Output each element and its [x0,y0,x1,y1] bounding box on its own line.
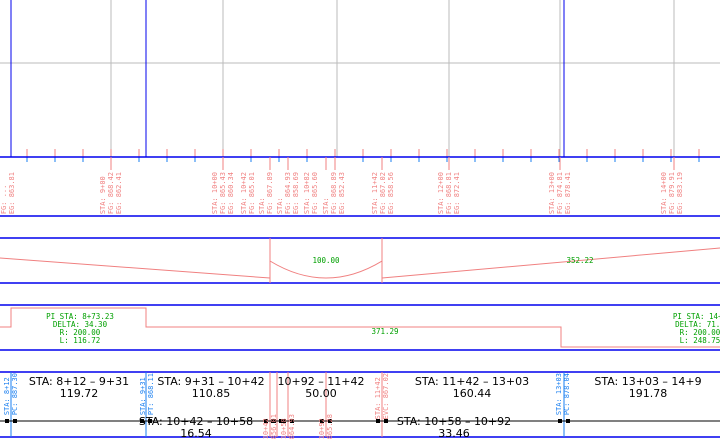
station-label: STA: 10+42 FG: 865.01 [240,171,256,214]
station-label: STA: FG: 868.89 EG: 852.43 [322,171,346,214]
segment-dimension: STA: 10+58 – 10+92 33.46 [396,415,512,440]
station-label: FG: ... EG: 863.81 [0,171,16,214]
segment-point-label: 10+58 864.93 [280,414,296,440]
grid [0,0,720,157]
dimension-arrow [320,419,324,423]
segment-point-label: STA: 9+31 PT: 868.11 [139,373,155,416]
curve-markers [10,0,565,157]
dimension-arrow [264,419,268,423]
segment-point-label: STA: 13+03 PC: 878.04 [555,373,571,416]
station-label: STA: 10+82 FG: 865.60 [303,171,319,214]
segment-lines [0,372,720,437]
dimension-arrow [140,419,144,423]
station-label: STA: 9+00 FG: 868.42 EG: 862.41 [99,171,123,214]
station-ticks [26,149,700,162]
vertical-profile [0,238,720,283]
dimension-arrow [5,419,9,423]
station-label: STA: 12+00 FG: 868.81 EG: 872.41 [437,171,461,214]
horizontal-curve-data: PI STA: 8+73.23 DELTA: 34.30 R: 200.00 L: 1… [46,312,114,345]
dimension-arrow [282,419,286,423]
dimension-arrow [271,419,275,423]
station-label: STA: 11+42 FG: 867.02 EG: 858.56 [371,171,395,214]
dimension-arrows [5,419,570,423]
tangent-length: 371.29 [371,327,399,336]
segment-dimension: STA: 13+03 – 14+9 191.78 [594,375,702,400]
station-label: STA: FG: 864.93 EG: 858.69 [276,171,300,214]
dimension-arrow [328,419,332,423]
segment-point-label: 10+92 865.28 [318,414,334,440]
vertical-curve-length: 352.22 [566,256,594,265]
station-label: STA: FG: 867.89 [258,171,274,214]
dimension-arrow [384,419,388,423]
horizontal-alignment [0,307,720,348]
segment-dimension: STA: 8+12 – 9+31 119.72 [28,375,130,400]
dimension-arrow [13,419,17,423]
segment-dimension: STA: 11+42 – 13+03 160.44 [414,375,530,400]
vertical-curve-length: 100.00 [312,256,340,265]
segment-dimension: STA: 10+42 – 10+58 16.54 [138,415,254,440]
station-label: STA: 14+00 FG: 879.91 EG: 883.19 [660,171,684,214]
segment-point-label: STA: 8+12 PC: 887.30 [3,373,19,416]
segment-point-label: 10+42 856.01 [262,414,278,440]
grade-label-leaders [110,157,675,170]
dimension-arrow [566,419,570,423]
dimension-arrow [148,419,152,423]
dimension-arrow [558,419,562,423]
band-borders [0,156,720,438]
station-label: STA: 10+00 FG: 865.43 EG: 860.34 [211,171,235,214]
dimension-arrow [376,419,380,423]
segment-dimension: 10+92 – 11+42 50.00 [277,375,365,400]
dimension-arrow [290,419,294,423]
dimension-arrow [279,419,283,423]
segment-dimension: STA: 9+31 – 10+42 110.85 [157,375,265,400]
station-label: STA: 13+00 FG: 874.81 EG: 878.41 [548,171,572,214]
segment-point-label: STA: 11+42 EVC: 867.02 [374,373,390,420]
